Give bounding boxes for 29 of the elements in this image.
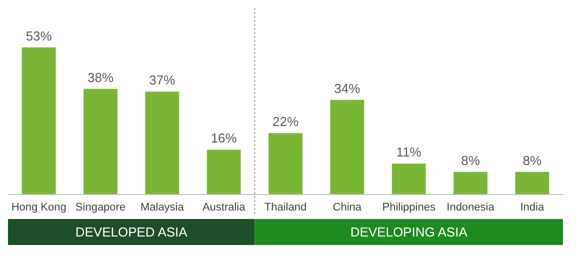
text: DEVELOPED ASIA bbox=[75, 224, 188, 240]
x-tick-label: India bbox=[520, 202, 545, 214]
bar bbox=[515, 172, 550, 194]
bar bbox=[84, 88, 118, 194]
x-tick-label: Thailand bbox=[264, 202, 307, 214]
x-tick-label: China bbox=[332, 202, 362, 214]
x-tick-label: Singapore bbox=[75, 202, 126, 214]
text: DEVELOPING ASIA bbox=[350, 224, 468, 240]
bar bbox=[392, 164, 426, 194]
bar bbox=[454, 172, 488, 194]
data-label: 53% bbox=[26, 28, 52, 44]
data-label: 8% bbox=[461, 152, 480, 168]
data-label: 11% bbox=[396, 144, 422, 160]
data-label: 16% bbox=[210, 130, 238, 146]
x-tick-label: Hong Kong bbox=[11, 202, 66, 214]
x-tick-label: Philippines bbox=[382, 202, 436, 214]
x-tick-label: Indonesia bbox=[446, 202, 496, 214]
bar bbox=[145, 92, 180, 194]
data-label: 22% bbox=[272, 114, 299, 130]
data-label: 38% bbox=[87, 70, 114, 85]
data-label: 37% bbox=[149, 72, 176, 88]
bar bbox=[206, 150, 241, 194]
bar bbox=[268, 133, 302, 194]
x-tick-label: Malaysia bbox=[140, 202, 185, 214]
x-tick-label: Australia bbox=[202, 202, 246, 214]
bar bbox=[22, 47, 56, 194]
data-label: 34% bbox=[334, 80, 361, 96]
data-label: 8% bbox=[522, 152, 542, 168]
bar bbox=[330, 100, 364, 194]
